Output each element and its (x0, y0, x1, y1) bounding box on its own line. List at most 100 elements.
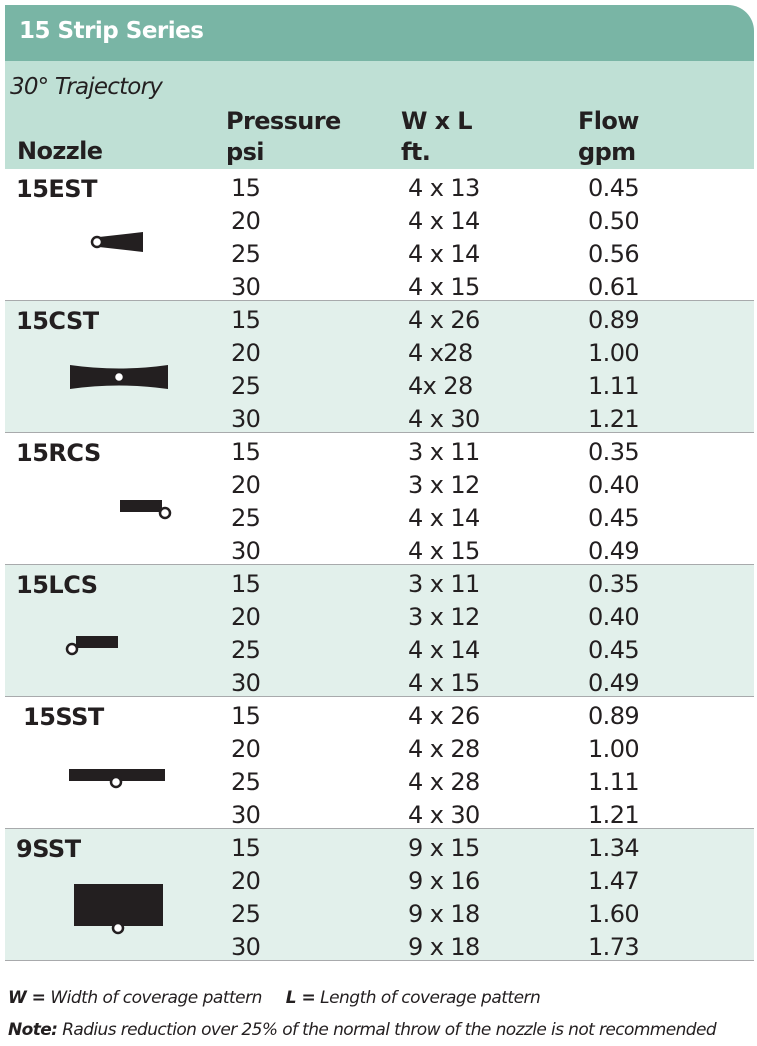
flow-cell: 0.40 (588, 471, 640, 499)
wxl-cell: 4 x 15 (408, 669, 480, 697)
nozzle-group-9sst: 9SST 15 9 x 15 1.34 20 9 x 16 1.47 25 9 … (5, 829, 754, 961)
wxl-unit: ft. (401, 138, 431, 166)
trajectory-subtitle: 30° Trajectory (10, 74, 163, 100)
column-header-nozzle: Nozzle (17, 137, 103, 165)
flow-cell: 1.21 (588, 801, 640, 829)
wxl-cell: 3 x 11 (408, 570, 480, 598)
w-key: W = (8, 988, 46, 1008)
wxl-cell: 9 x 15 (408, 834, 480, 862)
nozzle-group-15rcs: 15RCS 15 3 x 11 0.35 20 3 x 12 0.40 25 4… (5, 433, 754, 565)
pressure-cell: 25 (231, 240, 261, 268)
flow-cell: 0.50 (588, 207, 640, 235)
wxl-cell: 4 x 30 (408, 801, 480, 829)
flow-cell: 1.73 (588, 933, 640, 961)
side-strip-pattern-icon (68, 768, 168, 792)
flow-cell: 1.00 (588, 339, 640, 367)
row-divider (5, 563, 754, 565)
flow-cell: 1.00 (588, 735, 640, 763)
wxl-cell: 4 x 15 (408, 537, 480, 565)
pressure-cell: 20 (231, 735, 261, 763)
l-definition: Length of coverage pattern (320, 988, 541, 1008)
wxl-cell: 4 x 14 (408, 504, 480, 532)
column-header-wxl: W x L ft. (401, 106, 473, 168)
flow-cell: 0.45 (588, 504, 640, 532)
flow-cell: 0.45 (588, 174, 640, 202)
end-strip-pattern-icon (87, 229, 149, 255)
pressure-cell: 30 (231, 933, 261, 961)
pressure-cell: 15 (231, 174, 261, 202)
wide-side-strip-pattern-icon (73, 883, 167, 935)
flow-cell: 0.45 (588, 636, 640, 664)
wxl-cell: 9 x 16 (408, 867, 480, 895)
wxl-cell: 4 x 14 (408, 636, 480, 664)
note-text: Radius reduction over 25% of the normal … (62, 1020, 717, 1040)
pressure-cell: 25 (231, 768, 261, 796)
wxl-cell: 4 x 15 (408, 273, 480, 301)
wxl-cell: 9 x 18 (408, 900, 480, 928)
pressure-cell: 25 (231, 372, 261, 400)
nozzle-group-15sst: 15SST 15 4 x 26 0.89 20 4 x 28 1.00 25 4… (5, 697, 754, 829)
flow-cell: 0.56 (588, 240, 640, 268)
flow-cell: 1.47 (588, 867, 640, 895)
pressure-cell: 20 (231, 339, 261, 367)
row-divider (5, 695, 754, 697)
wxl-cell: 4 x 13 (408, 174, 480, 202)
flow-cell: 0.35 (588, 438, 640, 466)
nozzle-group-15lcs: 15LCS 15 3 x 11 0.35 20 3 x 12 0.40 25 4… (5, 565, 754, 697)
wxl-cell: 4 x 26 (408, 306, 480, 334)
nozzle-name: 15RCS (16, 439, 101, 467)
nozzle-group-15cst: 15CST 15 4 x 26 0.89 20 4 x28 1.00 25 4x… (5, 301, 754, 433)
wxl-cell: 4 x 28 (408, 768, 480, 796)
flow-cell: 0.35 (588, 570, 640, 598)
center-strip-pattern-icon (69, 364, 169, 390)
title-bar: 15 Strip Series (5, 5, 754, 61)
flow-cell: 1.11 (588, 372, 640, 400)
pressure-cell: 25 (231, 504, 261, 532)
flow-cell: 1.21 (588, 405, 640, 433)
flow-cell: 1.34 (588, 834, 640, 862)
l-key: L = (285, 988, 316, 1008)
left-corner-strip-pattern-icon (64, 635, 124, 657)
pressure-cell: 25 (231, 636, 261, 664)
wxl-cell: 3 x 12 (408, 471, 480, 499)
pressure-cell: 15 (231, 306, 261, 334)
pressure-cell: 30 (231, 669, 261, 697)
table-title: 15 Strip Series (19, 18, 204, 44)
flow-unit: gpm (578, 138, 636, 166)
pressure-cell: 20 (231, 207, 261, 235)
wxl-cell: 3 x 12 (408, 603, 480, 631)
pressure-cell: 20 (231, 603, 261, 631)
nozzle-name: 15CST (16, 307, 99, 335)
pressure-unit: psi (226, 138, 265, 166)
nozzle-group-15est: 15EST 15 4 x 13 0.45 20 4 x 14 0.50 25 4… (5, 169, 754, 301)
flow-label: Flow (578, 107, 639, 135)
row-divider (5, 299, 754, 301)
column-header-band (5, 61, 754, 169)
row-divider (5, 431, 754, 433)
pressure-label: Pressure (226, 107, 341, 135)
pressure-cell: 20 (231, 471, 261, 499)
column-header-flow: Flow gpm (578, 106, 639, 168)
flow-cell: 1.60 (588, 900, 640, 928)
wxl-cell: 4 x 26 (408, 702, 480, 730)
row-divider (5, 959, 754, 961)
flow-cell: 0.89 (588, 306, 640, 334)
pressure-cell: 30 (231, 537, 261, 565)
flow-cell: 0.49 (588, 537, 640, 565)
wxl-cell: 3 x 11 (408, 438, 480, 466)
wxl-cell: 4 x28 (408, 339, 473, 367)
column-header-pressure: Pressure psi (226, 106, 341, 168)
note-footnote: Note: Radius reduction over 25% of the n… (8, 1020, 717, 1040)
nozzle-name: 15EST (16, 175, 97, 203)
nozzle-name: 15SST (23, 703, 104, 731)
pressure-cell: 15 (231, 702, 261, 730)
right-corner-strip-pattern-icon (119, 499, 179, 521)
nozzle-name: 15LCS (16, 571, 98, 599)
pressure-cell: 20 (231, 867, 261, 895)
flow-cell: 0.40 (588, 603, 640, 631)
flow-cell: 1.11 (588, 768, 640, 796)
pressure-cell: 15 (231, 570, 261, 598)
row-divider (5, 827, 754, 829)
pressure-cell: 15 (231, 834, 261, 862)
flow-cell: 0.89 (588, 702, 640, 730)
